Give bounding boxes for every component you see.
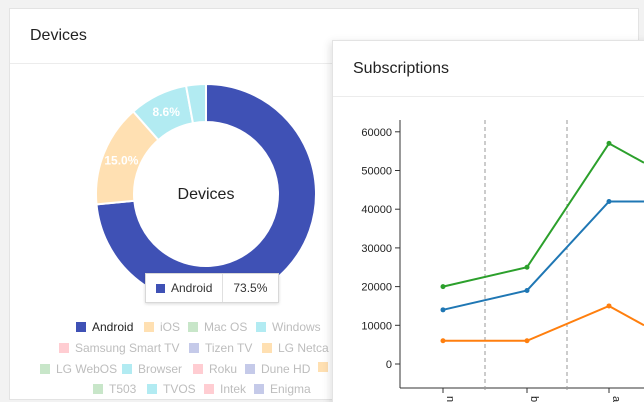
legend-label: Intek xyxy=(220,382,247,396)
donut-slice-windows xyxy=(184,82,207,125)
legend-label: iOS xyxy=(160,320,181,334)
donut-slice-label: 8.6% xyxy=(153,105,181,119)
legend-item[interactable]: Tizen TV xyxy=(189,341,252,355)
legend-swatch xyxy=(245,364,255,374)
x-tick-label: b xyxy=(528,396,540,402)
legend-label: Mac OS xyxy=(204,320,248,334)
legend-item[interactable]: Roku xyxy=(193,362,237,376)
devices-title: Devices xyxy=(10,9,638,64)
x-tick-label: n xyxy=(444,396,456,402)
series-point xyxy=(524,264,530,270)
legend-label: Enigma xyxy=(270,382,311,396)
legend-label: LG WebOS xyxy=(56,362,118,376)
legend-swatch xyxy=(318,362,328,372)
y-tick-label: 30000 xyxy=(361,243,392,255)
donut-center-label: Devices xyxy=(178,186,235,203)
series-point xyxy=(440,307,446,313)
legend-swatch xyxy=(193,364,203,374)
legend-label: Android xyxy=(92,320,134,334)
legend-label: T503 xyxy=(109,382,137,396)
subscriptions-title: Subscriptions xyxy=(333,41,644,97)
legend-item[interactable]: Mac OS xyxy=(188,320,247,334)
y-tick-label: 20000 xyxy=(361,282,392,294)
legend-swatch xyxy=(59,343,69,353)
series-point xyxy=(524,338,530,344)
legend-item[interactable]: LG Netca xyxy=(262,341,329,355)
legend-swatch xyxy=(188,322,198,332)
legend-swatch xyxy=(256,322,266,332)
y-tick-label: 10000 xyxy=(361,320,392,332)
tooltip-value: 73.5% xyxy=(233,281,268,295)
donut-slice-label: 15.0% xyxy=(104,154,138,168)
legend-label: TVOS xyxy=(163,382,196,396)
legend-item[interactable]: Enigma xyxy=(254,382,311,396)
legend-label: Samsung Smart TV xyxy=(75,341,180,355)
legend-swatch xyxy=(262,343,272,353)
legend-label: Roku xyxy=(209,362,238,376)
legend-label: Browser xyxy=(138,362,183,376)
legend-item[interactable]: Intek xyxy=(204,382,246,396)
legend-swatch xyxy=(189,343,199,353)
y-tick-label: 60000 xyxy=(361,127,392,139)
legend-label: Dune HD xyxy=(261,362,311,376)
legend-swatch xyxy=(147,384,157,394)
legend-label: Tizen TV xyxy=(205,341,253,355)
legend-item[interactable] xyxy=(318,362,334,372)
series-line-0 xyxy=(442,142,644,288)
series-point xyxy=(606,303,612,309)
legend-swatch xyxy=(76,322,86,332)
tooltip-label: Android xyxy=(171,281,213,295)
tooltip-swatch xyxy=(156,283,165,293)
series-point xyxy=(606,198,612,204)
legend-swatch xyxy=(122,364,132,374)
legend-swatch xyxy=(40,364,50,374)
legend-label: LG Netca xyxy=(278,341,329,355)
series-point xyxy=(440,338,446,344)
series-line-1 xyxy=(442,200,644,311)
legend-item[interactable]: TVOS xyxy=(147,382,196,396)
donut-tooltip: Android 73.5% xyxy=(145,273,279,303)
y-tick-label: 40000 xyxy=(361,204,392,216)
legend-swatch xyxy=(93,384,103,394)
legend-swatch xyxy=(144,322,154,332)
legend-item[interactable]: iOS xyxy=(144,320,180,334)
series-point xyxy=(524,287,530,293)
legend-swatch xyxy=(254,384,264,394)
y-tick-label: 0 xyxy=(386,359,392,371)
legend-swatch xyxy=(204,384,214,394)
legend-item[interactable]: Android xyxy=(76,320,133,334)
legend-item[interactable]: T503 xyxy=(93,382,136,396)
legend-item[interactable]: Dune HD xyxy=(245,362,310,376)
series-point xyxy=(440,284,446,290)
series-line-2 xyxy=(443,304,644,342)
donut-slice-android xyxy=(95,82,317,305)
legend-item[interactable]: Browser xyxy=(122,362,182,376)
legend-label: Windows xyxy=(272,320,321,334)
x-tick-label: ar xyxy=(610,396,622,402)
legend-item[interactable]: Windows xyxy=(256,320,321,334)
legend-item[interactable]: LG WebOS xyxy=(40,362,117,376)
y-tick-label: 50000 xyxy=(361,166,392,178)
series-point xyxy=(606,140,612,146)
legend-item[interactable]: Samsung Smart TV xyxy=(59,341,179,355)
